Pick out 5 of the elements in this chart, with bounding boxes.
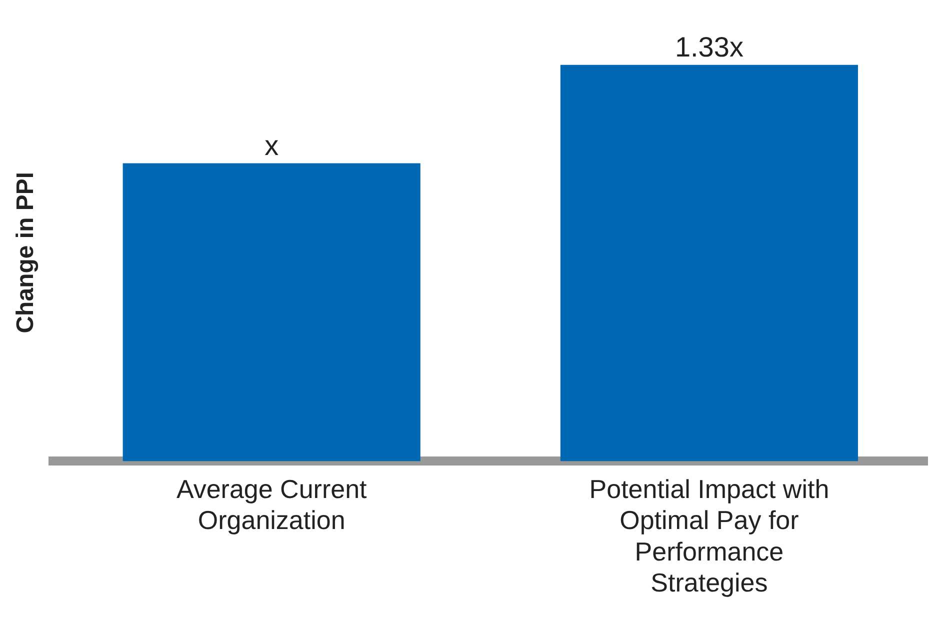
x-tick-label: Average Current Organization bbox=[176, 474, 368, 536]
y-axis-title: Change in PPI bbox=[12, 172, 40, 334]
data-label: 1.33x bbox=[674, 32, 744, 63]
data-label: x bbox=[264, 130, 279, 161]
x-tick-label: Potential Impact with Optimal Pay for Performance Strategies bbox=[589, 474, 830, 598]
